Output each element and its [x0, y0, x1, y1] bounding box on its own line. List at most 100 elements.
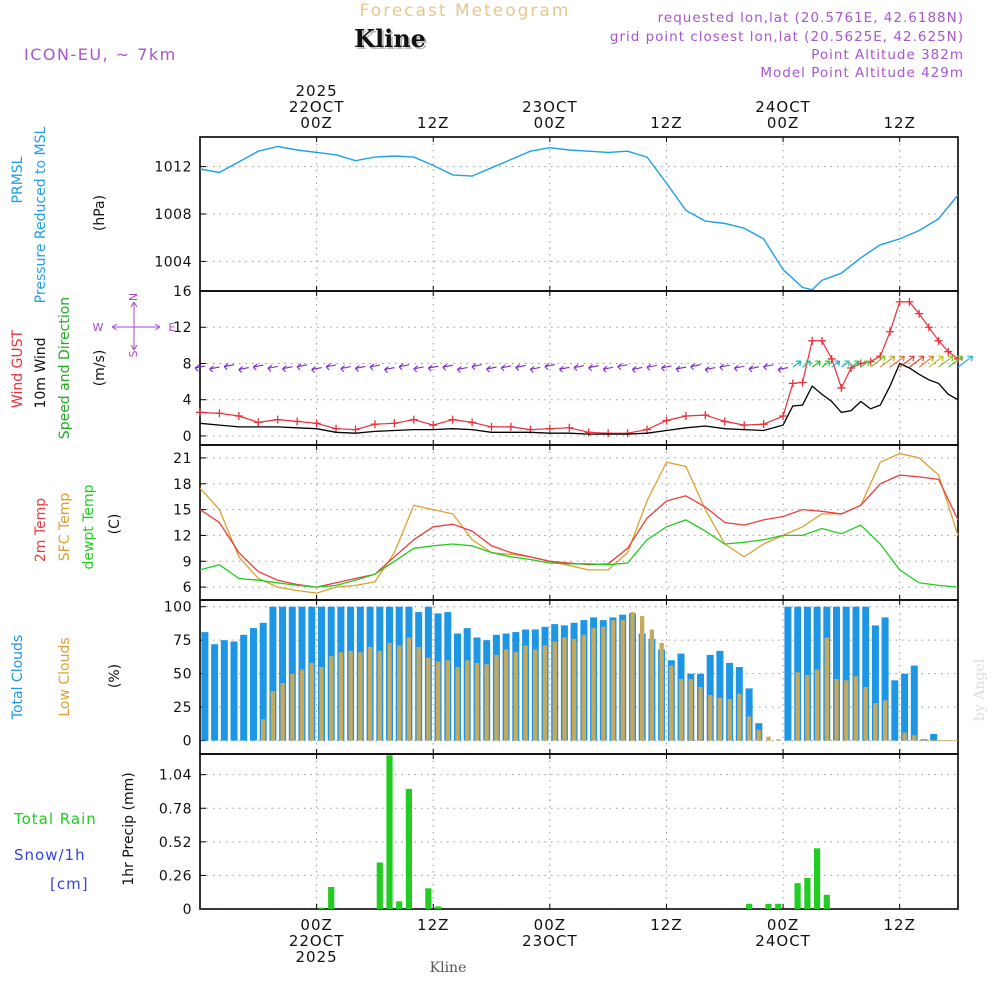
- y-tick-label: 21: [173, 451, 192, 467]
- low-cloud-bar: [698, 687, 703, 741]
- wind-direction-arrow: [325, 363, 337, 371]
- low-cloud-bar: [523, 645, 528, 741]
- gust-marker: [817, 336, 826, 345]
- wind-direction-arrowhead: [863, 360, 870, 367]
- pressure-plot: 1004 1008 1012: [154, 136, 959, 292]
- low-cloud-bar: [640, 616, 645, 741]
- gust-marker: [196, 408, 204, 417]
- low-cloud-bar: [494, 654, 499, 741]
- wind-direction-arrow: [909, 355, 925, 368]
- low-cloud-bar: [581, 634, 586, 741]
- pressure-panel: PRMSL Pressure Reduced to MSL (hPa) 1004…: [10, 126, 959, 303]
- low-cloud-bar: [746, 716, 752, 741]
- low-cloud-bar: [387, 642, 392, 741]
- point-altitude: Point Altitude 382m: [811, 47, 964, 63]
- bottom-time-label: 2025: [296, 948, 338, 966]
- y-tick-label: 16: [173, 284, 192, 300]
- pressure-unit: (hPa): [92, 195, 108, 231]
- wind-direction-arrow: [573, 364, 585, 372]
- wind-direction-arrow: [500, 364, 512, 372]
- wind-direction-arrow: [957, 355, 973, 368]
- low-cloud-bar: [358, 652, 363, 741]
- y-tick-label: 0.26: [159, 868, 192, 884]
- model-name: ICON-EU, ~ 7km: [24, 45, 177, 64]
- y-tick-label: 1.04: [159, 768, 192, 784]
- low-cloud-bar: [445, 660, 450, 741]
- clouds-plot: 0 25 50 75 100: [164, 599, 959, 755]
- low-cloud-bar: [688, 679, 693, 741]
- low-cloud-bar: [436, 661, 441, 741]
- bottom-time-label: 00Z: [534, 916, 566, 934]
- y-tick-label: 75: [173, 633, 192, 649]
- wind-direction-arrow: [841, 360, 850, 368]
- low-cloud-bar: [513, 652, 518, 741]
- pressure-label-msl: Pressure Reduced to MSL: [33, 126, 49, 303]
- wind-direction-arrow: [675, 365, 687, 373]
- wind-direction-arrow: [733, 364, 745, 372]
- rain-bar: [396, 901, 403, 910]
- low-cloud-bar: [542, 645, 548, 741]
- total-cloud-bar: [211, 644, 219, 741]
- wind-direction-arrow: [515, 364, 526, 371]
- precip-panel: Total Rain Snow/1h [cm] 1hr Precip (mm) …: [13, 753, 959, 918]
- low-cloud-bar: [299, 669, 305, 741]
- low-cloud-bar: [873, 703, 878, 741]
- gust-marker: [924, 323, 933, 332]
- gust-marker: [487, 422, 496, 431]
- low-cloud-bar: [902, 732, 907, 741]
- wind-direction-arrow: [889, 355, 905, 368]
- low-cloud-bar: [406, 637, 412, 741]
- total-cloud-bar: [920, 739, 928, 741]
- y-tick-label: 25: [173, 700, 192, 716]
- y-tick-label: 8: [183, 356, 192, 372]
- wind-direction-arrow: [748, 365, 760, 373]
- top-time-label: 00Z: [534, 114, 566, 132]
- wind-direction-arrow: [194, 364, 206, 372]
- y-tick-label: 0: [183, 734, 192, 750]
- wind-direction-arrow: [860, 360, 870, 368]
- low-cloud-bar: [280, 683, 285, 741]
- y-tick-label: 0: [183, 429, 192, 445]
- credit-watermark: by Angel: [972, 658, 988, 721]
- low-cloud-bar: [319, 667, 324, 741]
- gust-marker: [545, 424, 554, 433]
- rain-bar: [386, 755, 393, 909]
- gust-marker: [254, 418, 263, 427]
- wind-direction-arrow: [311, 366, 322, 373]
- wind-direction-arrow: [354, 364, 366, 372]
- compass-w: W: [93, 321, 104, 334]
- bottom-time-label: 12Z: [417, 916, 449, 934]
- wind-direction-arrow: [486, 365, 497, 373]
- wind-direction-arrow: [427, 364, 439, 372]
- gust-marker: [798, 378, 807, 387]
- wind-direction-arrow: [850, 360, 860, 368]
- wind-direction-arrowhead: [918, 355, 925, 362]
- gust-marker: [681, 412, 690, 421]
- gust-marker: [885, 327, 894, 336]
- wind-direction-arrow: [340, 365, 351, 373]
- wind-direction-arrow: [928, 355, 944, 368]
- wind-direction-arrow: [918, 355, 934, 368]
- low-cloud-bar: [824, 637, 829, 741]
- wind-direction-arrowhead: [815, 360, 821, 367]
- low-cloud-bar: [853, 676, 859, 741]
- low-cloud-bar: [863, 687, 868, 741]
- total-cloud-bar: [259, 622, 267, 741]
- wind-direction-arrow: [792, 360, 802, 368]
- gust-marker: [944, 347, 953, 356]
- bottom-time-label: 00Z: [767, 916, 799, 934]
- wind-direction-arrowhead: [805, 360, 812, 367]
- top-time-label: 00Z: [767, 114, 799, 132]
- gust-marker: [623, 429, 632, 438]
- wind-direction-arrow: [899, 355, 915, 368]
- wind-direction-arrow: [602, 365, 614, 373]
- low-cloud-bar: [795, 672, 800, 741]
- gust-marker: [390, 419, 399, 428]
- wind-label-gust: Wind GUST: [10, 329, 26, 408]
- low-cloud-bar: [737, 693, 742, 741]
- rain-bar: [318, 907, 325, 909]
- low-cloud-bar: [416, 646, 421, 741]
- compass-e: E: [169, 321, 176, 334]
- wind-direction-arrow: [209, 365, 220, 373]
